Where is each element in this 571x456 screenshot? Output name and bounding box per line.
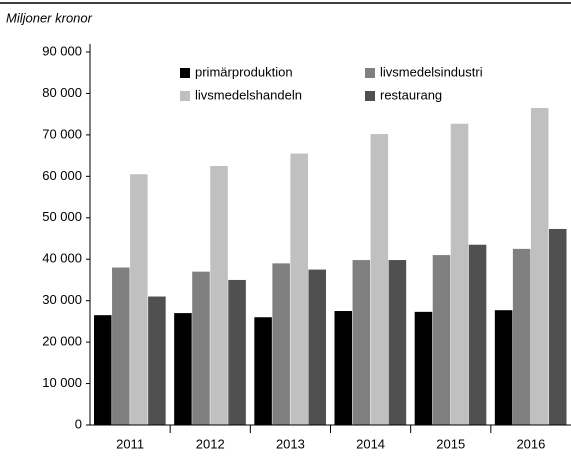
y-tick-label: 50 000	[42, 209, 82, 224]
y-tick-label: 40 000	[42, 251, 82, 266]
bar	[512, 248, 531, 425]
legend-label: livsmedelsindustri	[380, 64, 483, 79]
bar	[432, 255, 451, 425]
bar	[352, 260, 371, 425]
bar	[494, 310, 513, 425]
bar	[468, 244, 487, 425]
bar	[148, 296, 166, 425]
bar	[254, 317, 272, 425]
legend-swatch	[365, 68, 375, 78]
y-tick-label: 20 000	[42, 334, 82, 349]
bar	[530, 107, 549, 425]
bar	[94, 315, 112, 425]
y-tick-label: 80 000	[42, 85, 82, 100]
bar	[130, 174, 148, 425]
y-tick-label: 70 000	[42, 126, 82, 141]
bar	[308, 269, 326, 425]
bar	[210, 165, 228, 425]
bar	[450, 123, 469, 426]
legend-swatch	[180, 68, 190, 78]
x-tick-label: 2013	[276, 436, 305, 451]
x-tick-label: 2016	[516, 436, 545, 451]
bar	[290, 153, 308, 426]
bar	[388, 260, 407, 425]
bar	[228, 279, 246, 425]
y-tick-label: 60 000	[42, 168, 82, 183]
bar	[334, 311, 353, 425]
y-tick-label: 0	[75, 416, 82, 431]
bar	[370, 134, 389, 425]
bar	[272, 263, 290, 425]
y-tick-label: 30 000	[42, 292, 82, 307]
x-tick-label: 2012	[196, 436, 225, 451]
legend-swatch	[365, 91, 375, 101]
x-tick-label: 2014	[356, 436, 385, 451]
bar	[192, 271, 210, 425]
legend-swatch	[180, 91, 190, 101]
legend-label: primärproduktion	[195, 64, 293, 79]
bar	[548, 228, 567, 425]
y-tick-label: 90 000	[42, 43, 82, 58]
x-tick-label: 2015	[436, 436, 465, 451]
legend-label: restaurang	[380, 87, 442, 102]
bar	[174, 313, 192, 425]
x-tick-label: 2011	[116, 436, 144, 451]
axis-unit: Miljoner kronor	[6, 10, 93, 25]
y-tick-label: 10 000	[42, 375, 82, 390]
bar	[112, 267, 130, 425]
legend-label: livsmedelshandeln	[195, 87, 302, 102]
bar	[414, 311, 433, 425]
